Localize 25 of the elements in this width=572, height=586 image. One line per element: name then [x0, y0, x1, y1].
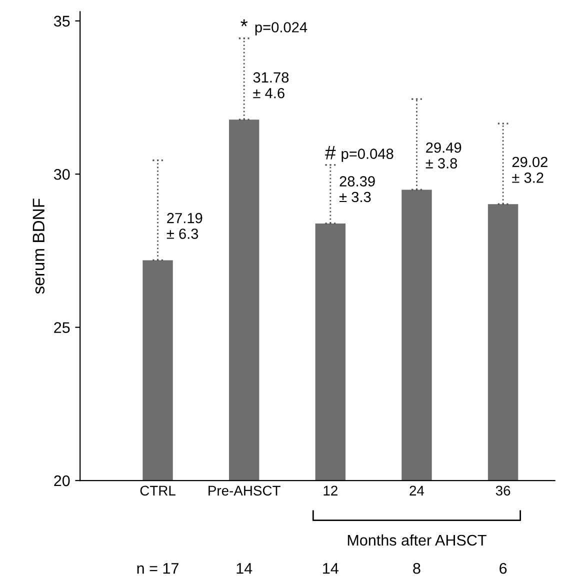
- annotation: *: [240, 19, 248, 26]
- x-tick-label: Pre-AHSCT: [208, 486, 280, 496]
- annotation: p=0.024: [255, 22, 308, 36]
- annotation: #: [325, 146, 336, 160]
- text: 14: [323, 563, 338, 574]
- y-axis-title: serum BDNF: [32, 198, 45, 294]
- text: n = 17: [137, 563, 178, 574]
- y-tick-label: 35: [54, 16, 70, 27]
- x-tick-label: 36: [496, 486, 510, 496]
- x-tick-label: 12: [324, 486, 338, 496]
- text: 8: [413, 562, 420, 574]
- data-label: 29.49 ± 3.8: [426, 142, 462, 168]
- text: Months after AHSCT: [348, 534, 486, 546]
- x-tick-label: 24: [410, 486, 424, 496]
- annotation: p=0.048: [342, 148, 394, 162]
- y-tick-label: 20: [54, 475, 70, 486]
- data-label: 29.02 ± 3.2: [512, 156, 548, 183]
- y-tick-label: 25: [54, 322, 70, 334]
- x-tick-label: CTRL: [140, 486, 176, 496]
- text: 6: [500, 562, 507, 574]
- data-label: 31.78 ± 4.6: [253, 72, 289, 98]
- data-label: 27.19 ± 6.3: [166, 212, 202, 239]
- data-label: 28.39 ± 3.3: [340, 176, 375, 202]
- text: 14: [236, 563, 252, 574]
- y-tick-label: 30: [54, 168, 70, 180]
